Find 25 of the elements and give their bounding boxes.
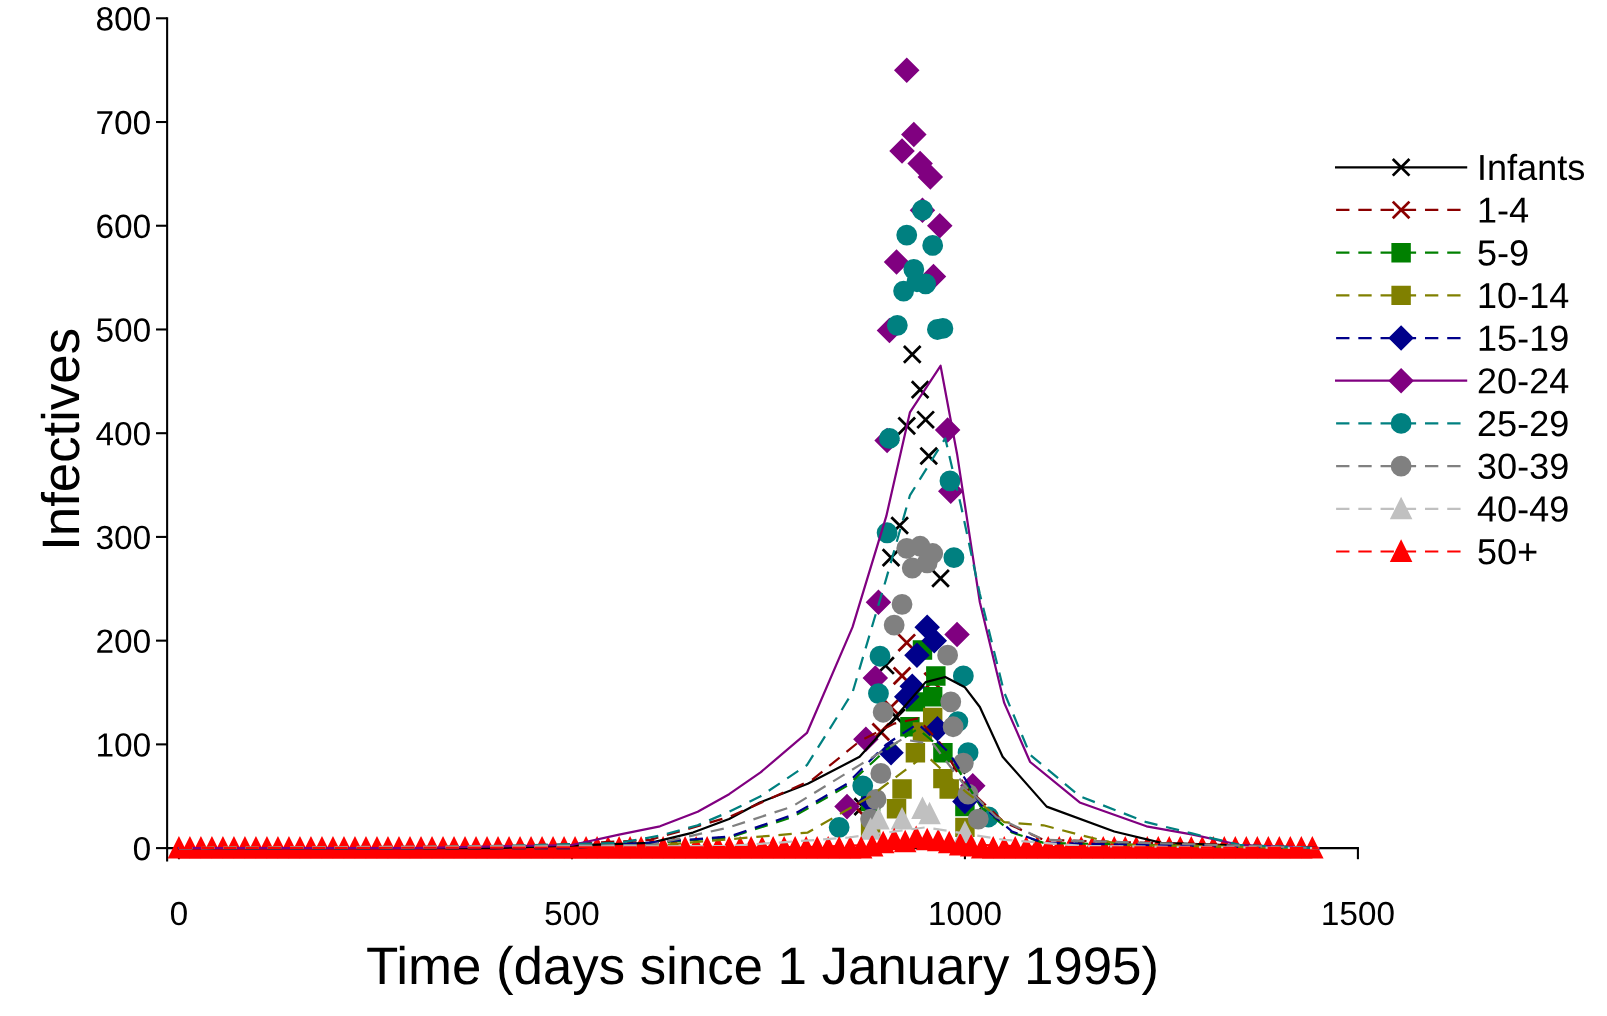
- y-tick-label: 200: [97, 629, 150, 654]
- y-tick-label: 500: [96, 318, 150, 342]
- x-axis-title: Time (days since 1 January 1995): [367, 945, 1156, 996]
- y-tick-label: 100: [98, 733, 150, 757]
- legend-label: 30-39: [1478, 453, 1568, 480]
- legend-label: 20-24: [1478, 368, 1569, 394]
- y-tick-label: 700: [97, 110, 150, 135]
- legend-label: 15-19: [1479, 325, 1568, 352]
- legend-label: 25-29: [1478, 410, 1568, 437]
- y-tick-label: 400: [96, 422, 150, 446]
- x-tick-label: 1000: [930, 901, 1001, 926]
- y-tick-label: 300: [96, 525, 150, 550]
- y-tick-label: 800: [96, 7, 150, 31]
- legend-label: 50+: [1478, 538, 1537, 565]
- x-tick-label: 0: [170, 901, 187, 926]
- legend-label: Infants: [1480, 153, 1585, 181]
- legend-label: 5-9: [1478, 240, 1528, 266]
- y-tick-label: 0: [133, 836, 150, 861]
- legend-label: 1-4: [1479, 197, 1529, 223]
- x-tick-label: 1500: [1323, 901, 1394, 926]
- legend-label: 10-14: [1479, 282, 1569, 309]
- x-tick-label: 500: [545, 901, 599, 926]
- y-tick-label: 600: [97, 214, 150, 239]
- y-axis-title: Infectives: [40, 329, 80, 547]
- legend-label: 40-49: [1477, 496, 1568, 522]
